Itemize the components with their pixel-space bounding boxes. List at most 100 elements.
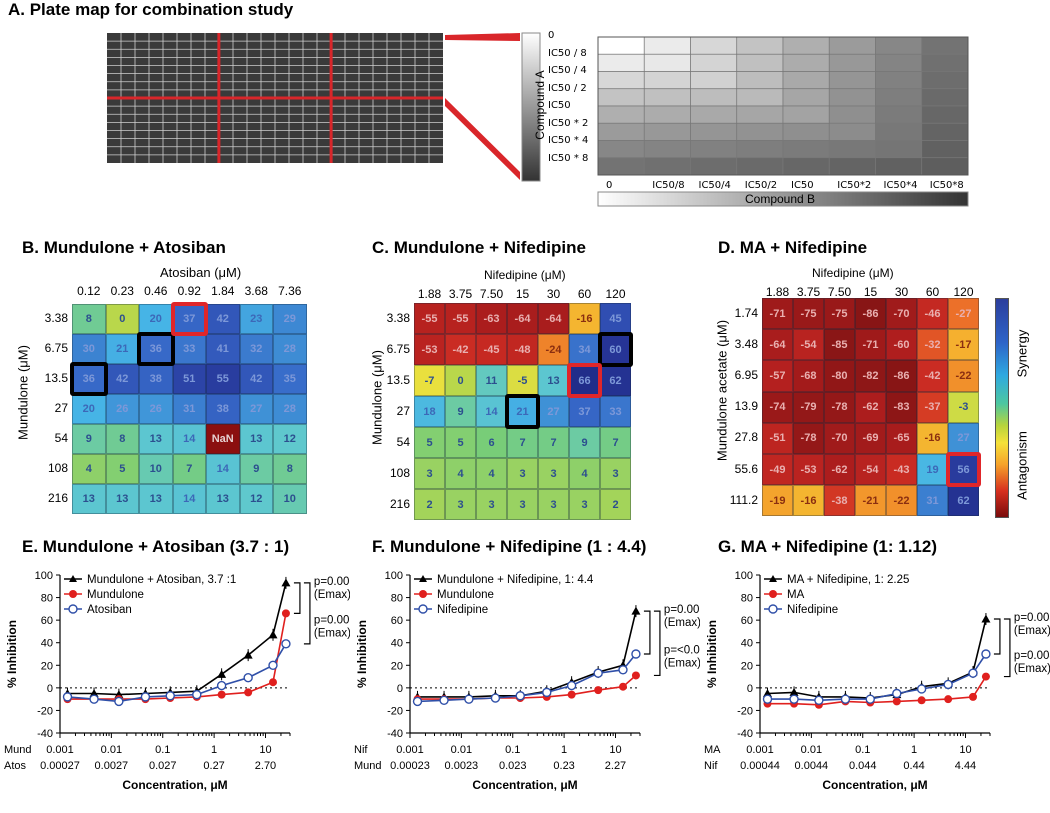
- x-row2-tick: 2.27: [605, 760, 626, 772]
- combo-well: [690, 140, 738, 159]
- heatmap-cell: 23: [239, 304, 273, 334]
- heatmap-cell: 21: [507, 396, 538, 427]
- x-row2-tick: 0.27: [203, 760, 224, 772]
- heatmap-cell: 9: [445, 396, 476, 427]
- data-point: [593, 668, 603, 678]
- p-bracket: [1003, 618, 1011, 678]
- legend-label: Nifedipine: [787, 604, 838, 616]
- heatmap-col-tick: 60: [925, 285, 940, 299]
- data-point: [542, 687, 552, 698]
- panel-f-title: F. Mundulone + Nifedipine (1 : 4.4): [372, 537, 647, 556]
- heatmap-cell: 36: [72, 364, 106, 394]
- heatmap-cell: 7: [507, 427, 538, 458]
- heatmap-cell: 3: [507, 489, 538, 520]
- curve-chart-e: -40 -20 0 20 40 60 80 100 % Inhibition Mund Atos 0.…: [4, 570, 350, 792]
- heatmap-cell: -16: [917, 422, 948, 454]
- legend-marker: [69, 590, 77, 598]
- data-point: [140, 692, 151, 702]
- heatmap-cell: -86: [855, 298, 886, 330]
- data-point: [618, 665, 628, 675]
- data-point: [439, 695, 449, 705]
- compound-b-level-label: IC50/2: [744, 180, 778, 191]
- combo-well: [828, 140, 876, 159]
- legend-marker: [418, 604, 428, 614]
- data-point: [814, 695, 824, 705]
- heatmap-cell: 56: [948, 454, 979, 486]
- legend-marker: [69, 575, 77, 582]
- data-point: [943, 679, 953, 690]
- heatmap-col-tick: 0.46: [144, 284, 168, 298]
- heatmap-cell: -46: [917, 298, 948, 330]
- heatmap-cell: NaN: [206, 424, 240, 454]
- heatmap-col-tick: 7.36: [278, 284, 302, 298]
- x-row1-tick: 0.1: [505, 744, 520, 756]
- combo-well: [597, 140, 645, 159]
- heatmap-col-tick: 3.68: [244, 284, 268, 298]
- combo-well: [921, 157, 969, 176]
- x-axis-label: Concentration, μM: [122, 778, 227, 792]
- colorbar: [995, 298, 1009, 518]
- compound-b-level-label: 0: [606, 180, 613, 191]
- heatmap-col-tick: 120: [953, 285, 974, 299]
- heatmap-cell: 4: [569, 458, 600, 489]
- curve-chart-g: -40 -20 0 20 40 60 80 100 % Inhibition MA Nif 0.001…: [704, 570, 1050, 792]
- heatmap-cell: -63: [476, 303, 507, 334]
- x-row1-tick: 0.001: [746, 744, 774, 756]
- heatmap-cell: 27: [538, 396, 569, 427]
- heatmap-cell: -5: [507, 365, 538, 396]
- heatmap-cell: -74: [762, 391, 793, 423]
- x-row2-tick: 0.0023: [445, 760, 479, 772]
- combo-well: [690, 36, 738, 55]
- heatmap-cell: -68: [793, 360, 824, 392]
- heatmap-row-tick: 27.8: [734, 430, 758, 445]
- colorbar-synergy-label: Synergy: [1014, 329, 1030, 378]
- combo-well: [921, 105, 969, 124]
- compound-b-gradient: [597, 191, 969, 207]
- compound-a-level-label: IC50 * 4: [548, 135, 589, 146]
- heatmap-cell: 31: [917, 485, 948, 517]
- heatmap-cell: 8: [105, 424, 139, 454]
- y-tick-label: 0: [747, 683, 753, 695]
- panel-c-title: C. Mundulone + Nifedipine: [372, 238, 586, 257]
- heatmap-cell: 13: [139, 484, 173, 514]
- data-point: [216, 680, 227, 691]
- heatmap-cell: 5: [445, 427, 476, 458]
- panel-g-title: G. MA + Nifedipine (1: 1.12): [718, 537, 937, 556]
- p-value-1-emax: (Emax): [1014, 625, 1050, 637]
- heatmap-cell: 5: [105, 454, 139, 484]
- legend-marker: [419, 575, 427, 582]
- heatmap-cell: 9: [569, 427, 600, 458]
- heatmap-cell: 3: [445, 489, 476, 520]
- p-bracket: [303, 582, 311, 645]
- data-point: [981, 649, 991, 659]
- combo-well: [828, 105, 876, 124]
- combo-well: [736, 122, 784, 141]
- y-tick-label: 100: [385, 570, 403, 582]
- heatmap-col-tick: 0.92: [177, 284, 201, 298]
- x-row1-tick: 10: [959, 744, 971, 756]
- heatmap-cell: -62: [824, 454, 855, 486]
- combo-well: [921, 88, 969, 107]
- compound-a-level-label: IC50 / 4: [548, 65, 587, 76]
- combo-well: [643, 105, 691, 124]
- zoom-wedge: [445, 98, 520, 180]
- heatmap-cell: -53: [793, 454, 824, 486]
- x-row2-tick: 0.44: [903, 760, 924, 772]
- heatmap-cell: -17: [948, 329, 979, 361]
- data-point: [968, 692, 977, 701]
- heatmap-cell: 3: [507, 458, 538, 489]
- legend-label: Mundulone: [87, 589, 144, 601]
- x-row2-tick: 0.0044: [795, 760, 829, 772]
- combo-well: [782, 122, 830, 141]
- zoom-wedge: [445, 33, 520, 41]
- compound-a-level-label: IC50 / 8: [548, 47, 587, 59]
- combo-well: [921, 140, 969, 159]
- heatmap-cell: -51: [762, 422, 793, 454]
- heatmap-row-tick: 3.38: [44, 311, 68, 325]
- combo-well: [921, 53, 969, 72]
- data-point: [243, 672, 253, 683]
- legend-label: Mundulone + Nifedipine, 1: 4.4: [437, 574, 594, 586]
- combo-well: [875, 53, 923, 72]
- heatmap-cell: 51: [172, 364, 206, 394]
- combo-well: [736, 53, 784, 72]
